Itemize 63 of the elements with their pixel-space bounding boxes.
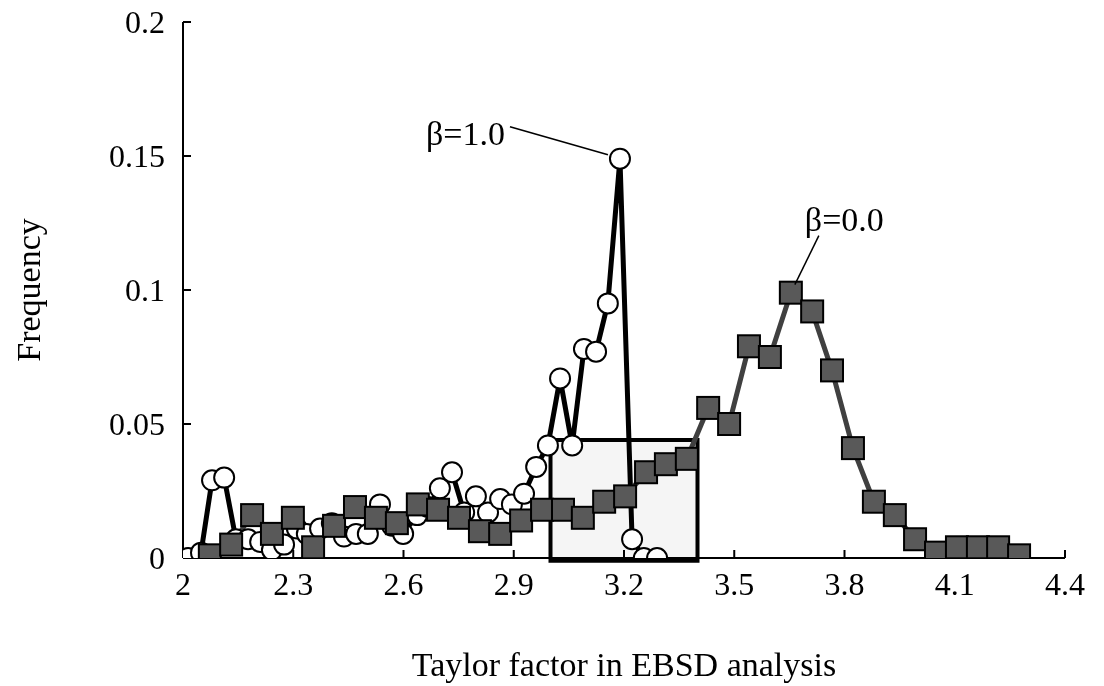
point [592, 489, 617, 514]
point [488, 521, 513, 546]
y-tick-label: 0.15 [109, 138, 165, 175]
point [861, 489, 886, 514]
y-tick-label: 0 [149, 540, 165, 577]
point [509, 508, 534, 533]
point [585, 340, 608, 363]
point [778, 280, 803, 305]
point [280, 505, 305, 530]
point [903, 527, 928, 552]
series-label: β=0.0 [804, 200, 884, 238]
x-tick-label: 3.5 [714, 565, 755, 602]
point [653, 452, 678, 477]
point [634, 460, 659, 485]
point [608, 147, 631, 170]
point [219, 532, 244, 557]
point [986, 535, 1011, 558]
point [840, 436, 865, 461]
x-tick-label: 2.6 [383, 565, 424, 602]
point [525, 455, 548, 478]
point [570, 505, 595, 530]
point [882, 503, 907, 528]
point [561, 434, 584, 457]
point [674, 446, 699, 471]
point [384, 511, 409, 536]
point [301, 535, 326, 558]
x-tick-label: 3.2 [604, 565, 644, 602]
point [696, 395, 721, 420]
x-tick-label: 2.3 [273, 565, 314, 602]
point [464, 485, 487, 508]
x-tick-label: 2.9 [493, 565, 534, 602]
point [513, 482, 536, 505]
x-tick-label: 4.1 [934, 565, 975, 602]
point [259, 521, 284, 546]
point [621, 528, 644, 551]
y-tick-label: 0.1 [125, 272, 165, 309]
x-tick-label: 3.8 [824, 565, 865, 602]
point [426, 497, 451, 522]
x-tick-label: 4.4 [1045, 565, 1085, 602]
legend-label: β=1.0 [425, 114, 505, 152]
point [536, 434, 559, 457]
y-axis-title: Frequency [10, 218, 48, 362]
point [757, 345, 782, 369]
point [596, 292, 619, 315]
point [240, 503, 265, 528]
point [428, 477, 451, 500]
point [213, 466, 236, 489]
point [717, 412, 742, 436]
x-axis-title: Taylor factor in EBSD analysis [411, 646, 837, 683]
point [736, 334, 761, 359]
point [800, 299, 825, 324]
point [446, 505, 471, 530]
point [441, 461, 464, 484]
point [551, 497, 575, 522]
x-tick-label: 2 [175, 565, 191, 602]
y-tick-label: 0.2 [125, 4, 165, 41]
point [342, 495, 367, 520]
point [549, 367, 572, 390]
y-tick-label: 0.05 [109, 406, 165, 443]
point [322, 513, 347, 538]
point [363, 505, 388, 530]
point [613, 484, 638, 509]
point [820, 358, 845, 383]
